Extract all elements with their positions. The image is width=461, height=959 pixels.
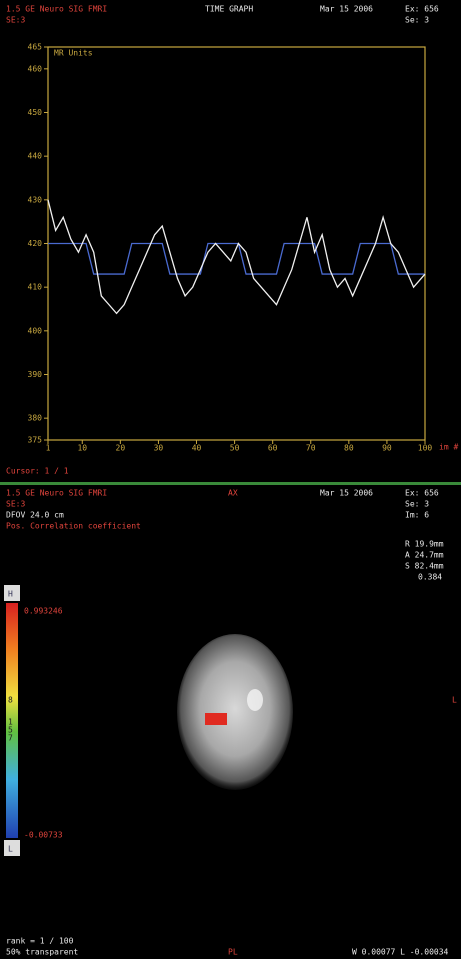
s: S 82.4mm (405, 562, 444, 571)
map: Pos. Correlation coefficient (6, 522, 141, 531)
a: A 24.7mm (405, 551, 444, 560)
x-tick-label: 1 (46, 444, 51, 453)
exam: Ex: 656 (405, 489, 439, 498)
x-axis-label: im # (439, 443, 458, 452)
r: R 19.9mm (405, 540, 444, 549)
exam: Ex: 656 (405, 5, 439, 14)
y-tick-label: 375 (28, 436, 43, 445)
bar-mark: 8 (8, 696, 13, 705)
date: Mar 15 2006 (320, 489, 373, 498)
bar-min: -0.00733 (24, 831, 63, 840)
x-tick-label: 40 (192, 444, 202, 453)
y-tick-label: 410 (28, 283, 43, 292)
y-tick-label: 390 (28, 370, 43, 379)
separator (0, 482, 461, 485)
bar-max: 0.993246 (24, 607, 63, 616)
x-tick-label: 70 (306, 444, 316, 453)
x-tick-label: 60 (268, 444, 278, 453)
bar-mark: 7 (8, 734, 13, 743)
y-tick-label: 465 (28, 43, 43, 52)
x-tick-label: 10 (77, 444, 87, 453)
background (0, 0, 461, 959)
y-tick-label: 400 (28, 326, 43, 335)
x-tick-label: 90 (382, 444, 392, 453)
side: L (452, 696, 457, 705)
series: SE:3 (6, 16, 25, 25)
dfov: DFOV 24.0 cm (6, 511, 64, 520)
x-tick-label: 100 (418, 444, 433, 453)
se: Se: 3 (405, 500, 429, 509)
bar-bottom: L (8, 845, 13, 854)
series: SE:3 (6, 500, 25, 509)
mode: TIME GRAPH (205, 5, 253, 14)
se: Se: 3 (405, 16, 429, 25)
bar-top: H (8, 590, 13, 599)
cursor: Cursor: 1 / 1 (6, 467, 69, 476)
x-tick-label: 80 (344, 444, 354, 453)
page: {"graph_header": {"scanner": "1.5 GE Neu… (0, 0, 461, 959)
brain-bright-spot (247, 689, 263, 711)
x-tick-label: 30 (154, 444, 164, 453)
y-tick-label: 380 (28, 414, 43, 423)
x-tick-label: 50 (230, 444, 240, 453)
x-tick-label: 20 (116, 444, 126, 453)
screen: 1.5 GE Neuro SIG FMRI SE:3 TIME GRAPH Ma… (0, 0, 461, 959)
y-tick-label: 420 (28, 239, 43, 248)
y-tick-label: 450 (28, 108, 43, 117)
y-axis-label: MR Units (54, 49, 93, 58)
y-tick-label: 460 (28, 64, 43, 73)
y-tick-label: 440 (28, 152, 43, 161)
im: Im: 6 (405, 511, 429, 520)
rank: rank = 1 / 100 (6, 937, 74, 946)
plane: AX (228, 489, 238, 498)
window: W 0.00077 L -0.00034 (352, 948, 449, 957)
transparency: 50% transparent (6, 948, 78, 957)
y-tick-label: 430 (28, 195, 43, 204)
date: Mar 15 2006 (320, 5, 373, 14)
scanner: 1.5 GE Neuro SIG FMRI (6, 489, 107, 498)
scanner: 1.5 GE Neuro SIG FMRI (6, 5, 107, 14)
activation (205, 713, 227, 725)
brain-image (177, 634, 293, 790)
orient: PL (228, 948, 238, 957)
corr: 0.384 (418, 573, 442, 582)
